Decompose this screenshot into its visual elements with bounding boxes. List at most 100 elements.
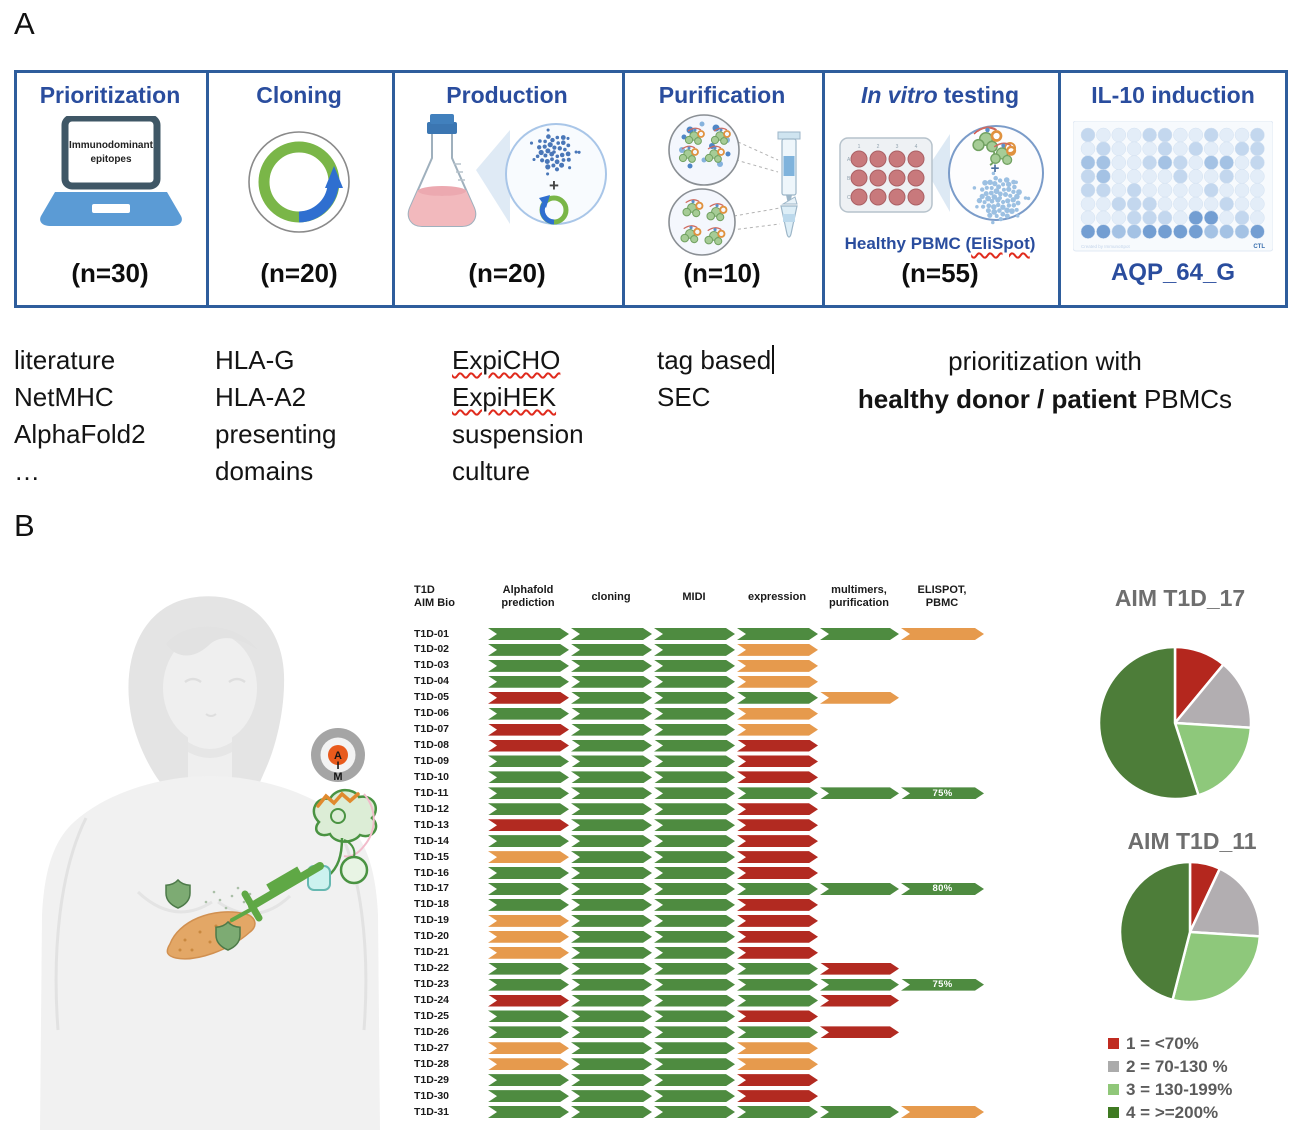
status-arrow: [654, 1042, 735, 1054]
pbmc-cluster: [972, 171, 1031, 225]
table-row-label: T1D-12: [414, 802, 450, 815]
cell-dot: [529, 141, 534, 145]
cell-dot: [972, 186, 977, 190]
plate-well: [1234, 127, 1250, 143]
pie2-title: AIM T1D_11: [1127, 828, 1257, 854]
status-arrow: [654, 1106, 735, 1118]
cell-dot: [546, 172, 550, 176]
status-arrow: [488, 771, 569, 783]
status-arrow: [654, 660, 735, 672]
table-row-label: T1D-23: [414, 978, 450, 991]
table-row-label: T1D-13: [414, 818, 450, 831]
legend-label: 1 = <70%: [1126, 1033, 1199, 1053]
table-row-header: T1D AIM Bio: [414, 584, 484, 610]
status-arrow: [901, 628, 984, 640]
plate-well: [1203, 155, 1219, 170]
status-arrow: [488, 899, 569, 911]
plate-well: [1080, 196, 1096, 212]
percent-label: 80%: [932, 883, 953, 895]
plate-well: [1126, 155, 1142, 170]
status-arrow: [737, 771, 818, 783]
plate-well: [1250, 141, 1265, 157]
pie1-title: AIM T1D_17: [1114, 585, 1246, 611]
plate-well: [1096, 224, 1111, 239]
note-line: AlphaFold2: [14, 419, 146, 449]
well-row-label: B: [847, 176, 851, 182]
status-arrow: [820, 1026, 899, 1038]
n-count-invitro: (n=55): [901, 257, 979, 288]
12-well-plate: 1 2 3 4 A B C: [839, 137, 933, 213]
plate-well: [1250, 169, 1265, 184]
plate-well: [1188, 155, 1204, 170]
cell-dot: [984, 185, 989, 190]
plate-well: [850, 188, 868, 206]
status-arrow: [571, 771, 652, 783]
status-arrow: [654, 867, 735, 879]
cell-dot: [559, 162, 565, 168]
cell-dot: [997, 208, 1002, 213]
status-arrow: [571, 724, 652, 736]
status-arrow: [488, 867, 569, 879]
status-arrow: [654, 1090, 735, 1102]
status-arrow: [737, 915, 818, 927]
table-row-label: T1D-15: [414, 850, 450, 863]
plate-well: [1157, 169, 1173, 184]
status-arrow: [488, 883, 569, 895]
plate-well: [1096, 169, 1111, 184]
plate-well: [1250, 155, 1265, 170]
cell-dot: [561, 140, 566, 145]
cell-dot: [532, 157, 536, 162]
plate-well: [1142, 155, 1157, 170]
score-legend: 1 = <70% 2 = 70-130 % 3 = 130-199% 4 = >=20…: [1108, 1032, 1232, 1124]
table-row-label: T1D-30: [414, 1089, 450, 1102]
aim-target-icon: A I M: [311, 728, 365, 783]
status-arrow: [737, 1010, 818, 1022]
mini-plasmid: [539, 195, 569, 225]
well-col-label: 1: [858, 144, 861, 150]
status-arrow: [654, 899, 735, 911]
cell-dot: [983, 191, 989, 197]
status-arrow: [654, 835, 735, 847]
status-arrow: [820, 883, 899, 895]
elispot-plate-image: Created by ImmunoSpot CTL: [1073, 121, 1273, 252]
plate-well: [1219, 182, 1234, 198]
table-row-label: T1D-25: [414, 1009, 450, 1022]
cell-dot: [985, 208, 991, 214]
status-arrow: [488, 915, 569, 927]
cell-dot: [538, 139, 542, 143]
status-arrow: [654, 787, 735, 799]
plate-well: [1080, 210, 1096, 226]
table-column-header: MIDI: [682, 591, 706, 603]
cell-dot: [1000, 211, 1006, 217]
table-row-label: T1D-11: [414, 786, 449, 799]
plate-well: [907, 188, 925, 206]
cell-dot: [554, 159, 560, 165]
plate-well: [1126, 210, 1142, 226]
plate-well: [1234, 182, 1250, 198]
table-column-header: multimers, purification: [829, 584, 889, 609]
cell-dot: [1009, 208, 1015, 214]
status-arrow: [571, 915, 652, 927]
plate-well: [1142, 141, 1157, 157]
cell-dot: [1003, 177, 1010, 183]
status-arrow: [654, 979, 735, 991]
status-arrow: [737, 819, 818, 831]
protein-glyph: [704, 145, 725, 163]
status-arrow: [571, 979, 652, 991]
status-arrow: [571, 755, 652, 767]
legend-item: 2 = 70-130 %: [1108, 1055, 1232, 1078]
status-arrow: [571, 1106, 652, 1118]
status-arrow: [654, 995, 735, 1007]
cell-dot: [1001, 182, 1006, 187]
cell-dot: [1016, 189, 1022, 195]
cell-dot: [1005, 198, 1011, 204]
pipeline-divider: [206, 70, 209, 308]
cell-dot: [981, 204, 986, 209]
status-arrow: [820, 979, 899, 991]
cell-dot: [986, 203, 992, 209]
cell-dot: [550, 137, 555, 143]
pie-slice: [1118, 860, 1192, 1002]
plate-well: [1173, 141, 1188, 157]
status-arrow: [488, 819, 569, 831]
